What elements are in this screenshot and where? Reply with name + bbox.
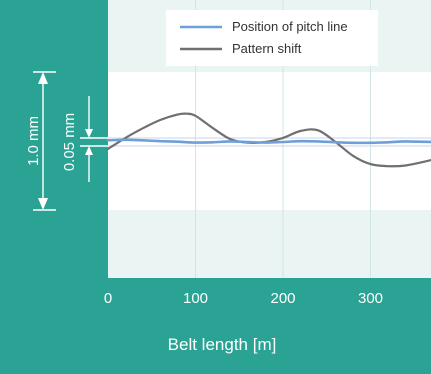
dim-1mm-label: 1.0 mm — [25, 116, 42, 166]
legend: Position of pitch line Pattern shift — [166, 10, 378, 66]
legend-label-pitch-line: Position of pitch line — [232, 19, 348, 34]
dim-1mm-arrow-down — [38, 198, 48, 210]
legend-label-pattern-shift: Pattern shift — [232, 41, 302, 56]
dim-005-arrow-down — [85, 129, 93, 138]
x-tick-label-200: 200 — [270, 290, 295, 307]
dim-005-arrow-up — [85, 146, 93, 155]
dimension-1mm: 1.0 mm — [25, 71, 56, 211]
x-tick-label-100: 100 — [183, 290, 208, 307]
x-tick-label-0: 0 — [104, 290, 112, 307]
dimension-005mm: 0.05 mm — [61, 96, 108, 182]
series-layer — [106, 112, 431, 168]
x-tick-labels: 0 100 200 300 — [104, 290, 383, 307]
x-tick-label-300: 300 — [358, 290, 383, 307]
legend-box — [166, 10, 378, 66]
series-line-pitch-line — [106, 138, 431, 145]
dim-1mm-arrow-up — [38, 72, 48, 84]
x-axis-title: Belt length [m] — [168, 335, 277, 354]
dim-005-label: 0.05 mm — [61, 113, 78, 171]
